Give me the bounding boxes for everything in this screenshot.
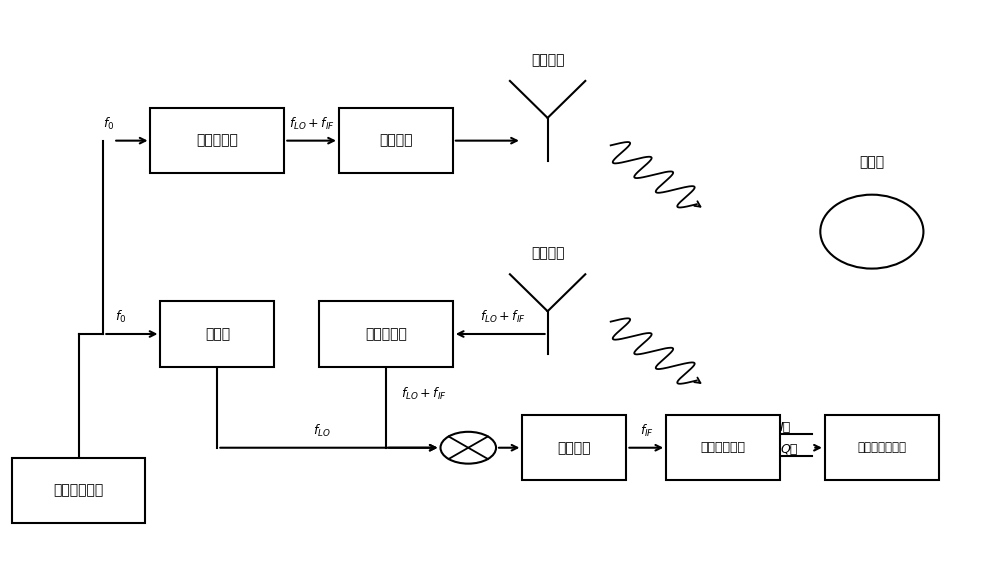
Text: $f_{LO}+f_{IF}$: $f_{LO}+f_{IF}$: [401, 386, 447, 402]
Bar: [339, 108, 453, 173]
Text: 差分正交解调: 差分正交解调: [701, 441, 746, 454]
Text: $f_{LO}$: $f_{LO}$: [313, 423, 330, 439]
Text: $f_{LO}+f_{IF}$: $f_{LO}+f_{IF}$: [480, 309, 526, 325]
Text: $f_{IF}$: $f_{IF}$: [640, 423, 654, 439]
Bar: [12, 458, 145, 523]
Text: $f_0$: $f_0$: [115, 309, 127, 325]
Bar: [522, 415, 626, 481]
Text: Q路: Q路: [780, 443, 798, 456]
Bar: [150, 108, 284, 173]
Text: I路: I路: [780, 421, 791, 433]
Text: 本振源: 本振源: [205, 327, 230, 341]
Text: $f_0$: $f_0$: [103, 116, 114, 132]
Text: 射频发射源: 射频发射源: [196, 134, 238, 148]
Text: 目标物: 目标物: [859, 155, 884, 169]
Text: $f_{LO}+f_{IF}$: $f_{LO}+f_{IF}$: [289, 116, 335, 132]
Text: 中频滤波: 中频滤波: [558, 441, 591, 455]
Bar: [160, 301, 274, 367]
Text: 接收天线: 接收天线: [531, 246, 564, 260]
Text: 预选与放大: 预选与放大: [365, 327, 407, 341]
Text: 发射天线: 发射天线: [531, 53, 564, 67]
Text: 同步控制时钟: 同步控制时钟: [53, 484, 104, 497]
Text: 后续数字处理器: 后续数字处理器: [857, 441, 906, 454]
Bar: [666, 415, 780, 481]
Text: 射频功放: 射频功放: [379, 134, 413, 148]
Bar: [319, 301, 453, 367]
Bar: [825, 415, 939, 481]
